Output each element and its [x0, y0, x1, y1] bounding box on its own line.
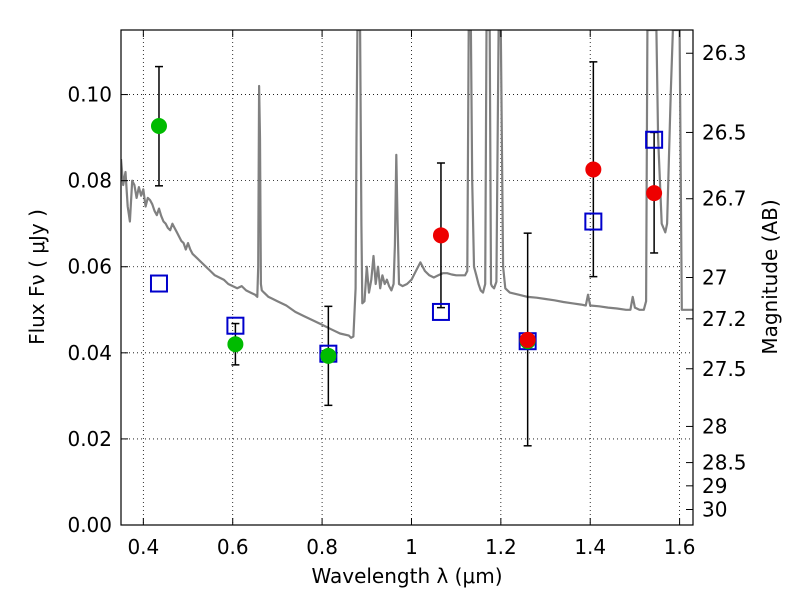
blue-square-point — [584, 212, 603, 231]
y-tick-label: 0.08 — [67, 169, 112, 193]
right-tick-label: 28 — [702, 414, 727, 438]
right-tick-label: 30 — [702, 498, 727, 522]
red-point — [646, 185, 663, 202]
x-tick-label: 1 — [405, 535, 418, 559]
y-tick-label: 0.02 — [67, 427, 112, 451]
y-axis-label: Flux Fν ( μJy ) — [25, 209, 49, 345]
y-tick-label: 0.06 — [67, 255, 112, 279]
blue-square-point — [645, 130, 664, 149]
blue-square-point — [431, 302, 450, 321]
blue-square-point — [226, 316, 245, 335]
x-tick-label: 1.2 — [485, 535, 517, 559]
right-tick-label: 27.5 — [702, 357, 747, 381]
right-tick-label: 28.5 — [702, 451, 747, 475]
y-axis: 0.00 0.02 0.04 0.06 0.08 0.10 — [67, 83, 128, 537]
red-point — [432, 227, 449, 244]
plot-background — [121, 30, 693, 525]
right-tick-label: 26.5 — [702, 120, 747, 144]
green-point — [320, 347, 337, 364]
x-tick-label: 0.6 — [217, 535, 249, 559]
model-spectrum — [121, 30, 693, 339]
x-axis: 0.4 0.6 0.8 1 1.2 1.4 1.6 — [127, 30, 696, 559]
right-tick-label: 29 — [702, 474, 727, 498]
right-tick-label: 27 — [702, 266, 727, 290]
x-tick-label: 1.6 — [664, 535, 696, 559]
y-tick-label: 0.04 — [67, 341, 112, 365]
y-tick-label: 0.00 — [67, 513, 112, 537]
right-axis-label: Magnitude (AB) — [758, 199, 782, 354]
y-tick-label: 0.10 — [67, 83, 112, 107]
x-tick-label: 1.4 — [574, 535, 606, 559]
spectrum-line — [121, 30, 693, 339]
right-tick-label: 26.3 — [702, 41, 747, 65]
data-markers — [149, 117, 664, 364]
green-point — [227, 336, 244, 353]
x-tick-label: 0.8 — [306, 535, 338, 559]
red-point — [519, 331, 536, 348]
right-tick-label: 27.2 — [702, 307, 747, 331]
x-tick-label: 0.4 — [127, 535, 159, 559]
x-axis-label: Wavelength λ (μm) — [311, 564, 502, 588]
right-tick-label: 26.7 — [702, 187, 747, 211]
red-point — [585, 161, 602, 178]
blue-square-point — [149, 274, 168, 293]
green-point — [150, 117, 167, 134]
